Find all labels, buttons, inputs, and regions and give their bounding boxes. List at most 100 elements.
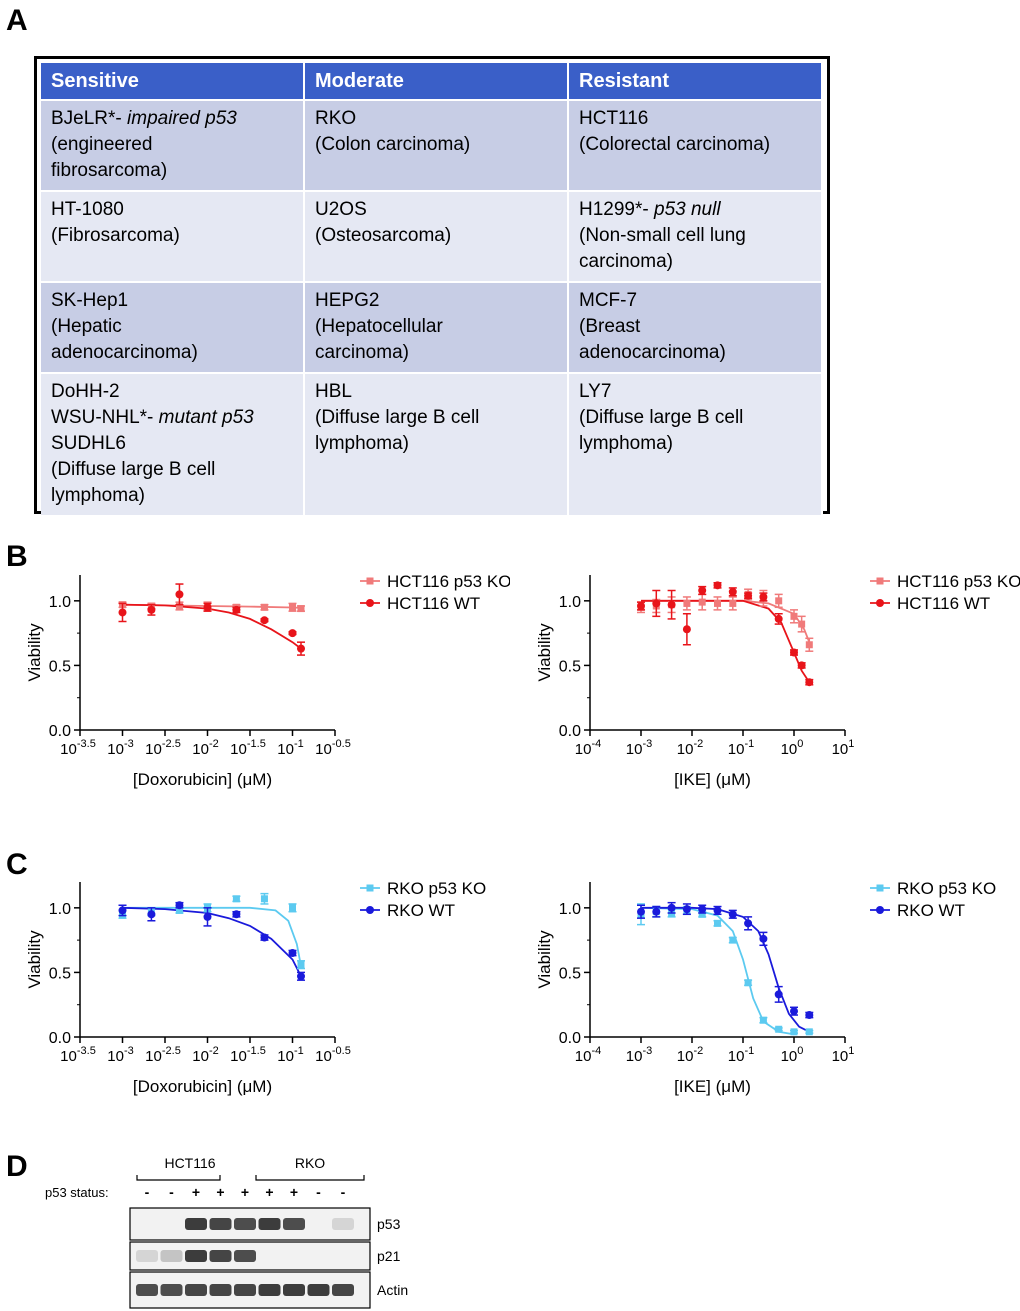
legend-label: RKO p53 KO (897, 879, 996, 898)
data-point (714, 919, 721, 927)
legend-marker (876, 906, 884, 914)
blot-band (209, 1250, 232, 1262)
table-row: SK-Hep1 (Hepatic adenocarcinoma) HEPG2 (Hepa… (41, 282, 823, 374)
table-cell: DoHH-2 WSU-NHL*- mutant p53 SUDHL6 (Diffuse… (41, 373, 305, 517)
x-tick-label: 10-3 (107, 738, 133, 758)
blot-band (283, 1284, 305, 1296)
x-tick-label: 10-2 (677, 738, 703, 758)
x-tick-label: 100 (781, 738, 804, 758)
cell-line: RKO (315, 108, 357, 129)
data-point (637, 602, 645, 610)
legend-label: RKO WT (897, 901, 965, 920)
fit-curve (122, 906, 302, 977)
y-axis-label: Viability (535, 930, 554, 989)
x-tick-label: 100 (781, 1045, 804, 1065)
x-tick-label: 10-2.5 (145, 738, 181, 758)
y-tick-label: 1.0 (559, 594, 581, 611)
x-tick-label: 10-4 (575, 1045, 601, 1065)
x-axis-label: [IKE] (μM) (674, 770, 751, 789)
data-point (713, 581, 722, 590)
group-bracket (136, 1175, 221, 1181)
table-cell: MCF-7 (Breast adenocarcinoma) (568, 282, 823, 374)
cell-line-text: H1299*- (579, 199, 654, 220)
data-point (147, 910, 156, 919)
cell-line: (Diffuse large B cell (51, 459, 216, 480)
cell-line: MCF-7 (579, 290, 638, 311)
data-point (805, 1028, 813, 1036)
blot-band (258, 1218, 281, 1230)
cell-line: fibrosarcoma) (51, 160, 168, 181)
data-point (759, 1016, 767, 1024)
cell-line: LY7 (579, 381, 612, 402)
cell-line: carcinoma) (579, 251, 673, 272)
y-axis-label: Viability (25, 930, 44, 989)
lane-status: + (265, 1184, 273, 1200)
cell-line-text: WSU-NHL*- (51, 407, 159, 428)
table-row: HT-1080 (Fibrosarcoma) U2OS (Osteosarcoma) H… (41, 191, 823, 283)
blot-band (185, 1218, 207, 1230)
blot-band (185, 1284, 207, 1296)
data-point (698, 910, 706, 918)
data-point (682, 905, 691, 914)
panel-label-c: C (6, 848, 28, 881)
cell-line: H1299*- p53 null (579, 197, 811, 223)
blot-band (307, 1284, 330, 1296)
legend-label: RKO WT (387, 901, 455, 920)
x-tick-label: 10-1 (277, 1045, 303, 1065)
legend-marker (876, 577, 884, 585)
legend-marker (366, 599, 374, 607)
lane-status: - (316, 1184, 321, 1200)
data-point (203, 603, 212, 612)
legend-label: HCT116 WT (897, 594, 990, 613)
y-tick-label: 0.5 (49, 965, 71, 982)
cell-line-italic: impaired p53 (127, 108, 237, 129)
cell-line: adenocarcinoma) (51, 342, 198, 363)
y-tick-label: 0.5 (49, 658, 71, 675)
cell-line: lymphoma) (315, 433, 409, 454)
cell-line: (Breast (579, 316, 641, 337)
cell-line: (Diffuse large B cell (579, 407, 744, 428)
blot-band (234, 1218, 256, 1230)
x-tick-label: 10-3.5 (60, 1045, 96, 1065)
x-tick-label: 101 (832, 1045, 855, 1065)
data-point (698, 905, 707, 914)
blot-band (332, 1218, 354, 1230)
legend-marker (876, 599, 884, 607)
x-tick-label: 10-0.5 (315, 738, 351, 758)
fit-curve (641, 906, 810, 1033)
blot-band (185, 1250, 207, 1262)
x-tick-label: 10-3 (626, 1045, 652, 1065)
x-axis-label: [Doxorubicin] (μM) (133, 770, 272, 789)
cell-line: (Colon carcinoma) (315, 134, 471, 155)
fit-curve (122, 603, 302, 650)
data-point (713, 906, 722, 915)
table-cell: HBL (Diffuse large B cell lymphoma) (304, 373, 569, 517)
x-tick-label: 10-1 (728, 738, 754, 758)
cell-line: HBL (315, 381, 352, 402)
data-point (728, 910, 737, 919)
panel-label-d: D (6, 1150, 28, 1183)
data-point (652, 907, 661, 916)
x-axis-label: [IKE] (μM) (674, 1077, 751, 1096)
data-point (728, 587, 737, 596)
data-point (652, 599, 661, 608)
data-point (682, 625, 691, 634)
x-tick-label: 10-2 (192, 1045, 218, 1065)
data-point (759, 592, 768, 601)
x-tick-label: 10-1 (728, 1045, 754, 1065)
data-point (667, 903, 676, 912)
x-tick-label: 10-2.5 (145, 1045, 181, 1065)
data-point (175, 590, 184, 599)
data-point (714, 599, 721, 607)
data-point (759, 934, 768, 943)
y-tick-label: 1.0 (559, 901, 581, 918)
x-tick-label: 10-1 (277, 738, 303, 758)
x-tick-label: 10-4 (575, 738, 601, 758)
data-point (698, 586, 707, 595)
group-bracket (255, 1175, 365, 1181)
group-label-rko: RKO (295, 1155, 325, 1171)
cell-line: (Diffuse large B cell (315, 407, 480, 428)
data-point (790, 612, 798, 620)
data-point (260, 895, 268, 903)
legend-marker (366, 906, 374, 914)
